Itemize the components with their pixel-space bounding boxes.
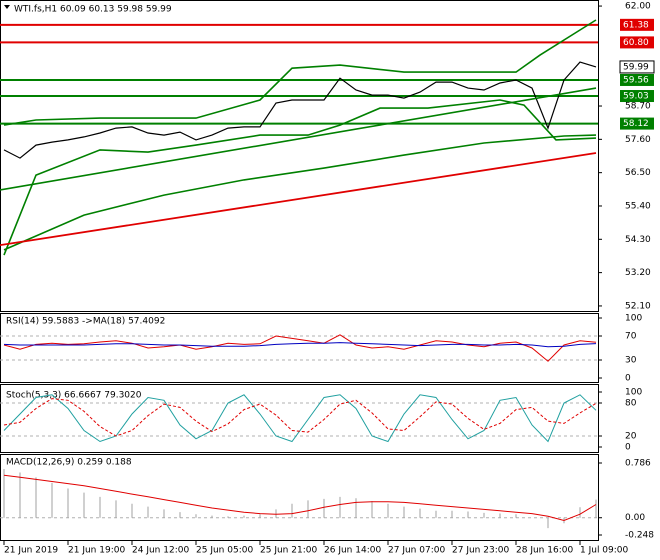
y-tick-label: 0.786 [625,459,651,469]
price-box [619,60,655,74]
level-box [620,36,654,49]
y-tick-label: 56.50 [625,168,651,178]
y-tick-label: 57.60 [625,135,651,145]
level-label: 60.80 [623,38,649,48]
series-line [3,99,597,256]
level-box [620,18,654,31]
y-tick-label: 80 [625,399,637,409]
x-tick-label: 1 Jul 09:00 [580,546,629,556]
panel-title: RSI(14) 59.5883 ->MA(18) 57.4092 [6,317,165,327]
x-tick-label: 28 Jun 16:00 [516,546,573,556]
rsi-panel-frame [0,313,599,383]
series-line [3,61,597,159]
main-panel-frame [0,0,599,312]
level-box [620,73,654,86]
last-price-label: 59.99 [623,62,649,72]
level-box [620,90,654,103]
signal-line [3,474,597,522]
series-line [3,394,597,443]
x-tick-label: 27 Jun 07:00 [388,546,445,556]
level-label: 58.12 [623,119,649,129]
series-line [3,19,597,126]
y-tick-label: 55.40 [625,201,651,211]
y-tick-label: 0.00 [625,513,645,523]
y-tick-label: 62.00 [625,2,651,12]
y-tick-label: 70 [625,332,637,342]
series-line [3,342,597,348]
x-tick-label: 25 Jun 21:00 [260,546,317,556]
y-tick-label: 54.30 [625,235,651,245]
x-tick-label: 25 Jun 05:00 [196,546,253,556]
y-tick-label: 52.10 [625,301,651,311]
x-tick-label: 27 Jun 23:00 [452,546,509,556]
panel-title: WTI.fs,H1 60.09 60.13 59.98 59.99 [14,5,172,15]
level-label: 61.38 [623,20,649,30]
y-tick-label: 20 [625,432,637,442]
x-tick-label: 21 Jun 2019 [4,546,58,556]
panel-title: MACD(12,26,9) 0.259 0.188 [6,458,132,468]
panel-title: Stoch(5,3,3) 66.6667 79.3020 [6,391,142,401]
level-label: 59.03 [623,92,649,102]
y-tick-label: 100 [625,388,642,398]
y-tick-label: 53.20 [625,268,651,278]
symbol-arrow [4,5,10,9]
macd-panel-frame [0,454,599,541]
level-label: 59.56 [623,75,649,85]
series-line [3,134,597,251]
series-line [3,334,597,362]
y-tick-label: -0.248 [625,531,654,541]
y-tick-label: 0 [625,443,631,453]
series-line [0,152,597,246]
series-line [0,87,597,191]
y-tick-label: 0 [625,374,631,384]
y-tick-label: 58.70 [625,102,651,112]
level-box [620,117,654,130]
x-tick-label: 24 Jun 12:00 [132,546,189,556]
x-tick-label: 26 Jun 14:00 [324,546,381,556]
y-tick-label: 30 [625,356,637,366]
stoch-panel-frame [0,384,599,453]
x-tick-label: 21 Jun 19:00 [68,546,125,556]
y-tick-label: 100 [625,314,642,324]
series-line [3,398,597,437]
